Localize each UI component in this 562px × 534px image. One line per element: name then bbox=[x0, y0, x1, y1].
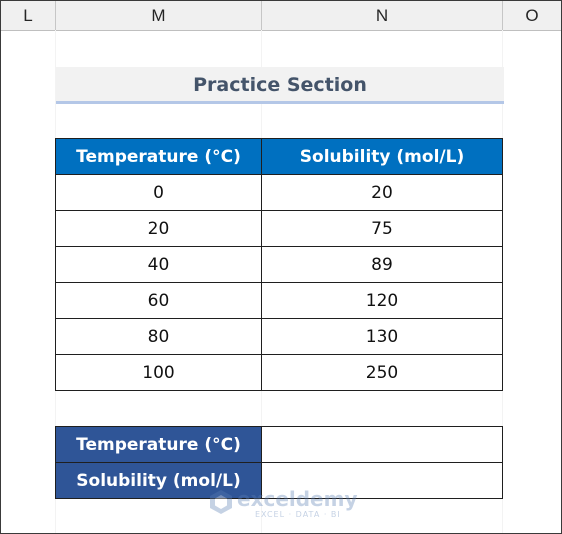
solubility-output-cell[interactable] bbox=[261, 462, 503, 499]
temperature-cell[interactable]: 0 bbox=[55, 174, 262, 211]
temperature-cell[interactable]: 100 bbox=[55, 354, 262, 391]
header-solubility[interactable]: Solubility (mol/L) bbox=[261, 138, 503, 175]
solubility-output-row: Solubility (mol/L) bbox=[55, 462, 503, 499]
table-header-row: Temperature (°C) Solubility (mol/L) bbox=[55, 138, 503, 175]
solubility-data-table: Temperature (°C) Solubility (mol/L) 0 20… bbox=[55, 138, 503, 391]
solubility-cell[interactable]: 250 bbox=[261, 354, 503, 391]
temperature-cell[interactable]: 60 bbox=[55, 282, 262, 319]
table-row: 100 250 bbox=[55, 354, 503, 391]
temperature-input-row: Temperature (°C) bbox=[55, 426, 503, 463]
solubility-cell[interactable]: 89 bbox=[261, 246, 503, 283]
temperature-cell[interactable]: 20 bbox=[55, 210, 262, 247]
table-row: 0 20 bbox=[55, 174, 503, 211]
column-header-bar: L M N O bbox=[1, 1, 561, 31]
solubility-cell[interactable]: 20 bbox=[261, 174, 503, 211]
solubility-cell[interactable]: 130 bbox=[261, 318, 503, 355]
column-header-n[interactable]: N bbox=[262, 1, 503, 30]
header-temperature[interactable]: Temperature (°C) bbox=[55, 138, 262, 175]
solubility-cell[interactable]: 75 bbox=[261, 210, 503, 247]
temperature-cell[interactable]: 80 bbox=[55, 318, 262, 355]
practice-section-title[interactable]: Practice Section bbox=[56, 67, 504, 104]
interpolation-input-table: Temperature (°C) Solubility (mol/L) bbox=[55, 426, 503, 499]
column-header-o[interactable]: O bbox=[525, 6, 539, 25]
temperature-cell[interactable]: 40 bbox=[55, 246, 262, 283]
table-row: 60 120 bbox=[55, 282, 503, 319]
table-row: 20 75 bbox=[55, 210, 503, 247]
column-header-m[interactable]: M bbox=[56, 1, 262, 30]
column-header-l[interactable]: L bbox=[1, 1, 56, 30]
temperature-label[interactable]: Temperature (°C) bbox=[55, 426, 262, 463]
table-row: 40 89 bbox=[55, 246, 503, 283]
temperature-input-cell[interactable] bbox=[261, 426, 503, 463]
watermark-tagline: EXCEL · DATA · BI bbox=[255, 510, 341, 519]
solubility-label[interactable]: Solubility (mol/L) bbox=[55, 462, 262, 499]
table-row: 80 130 bbox=[55, 318, 503, 355]
solubility-cell[interactable]: 120 bbox=[261, 282, 503, 319]
gridline bbox=[502, 30, 503, 533]
